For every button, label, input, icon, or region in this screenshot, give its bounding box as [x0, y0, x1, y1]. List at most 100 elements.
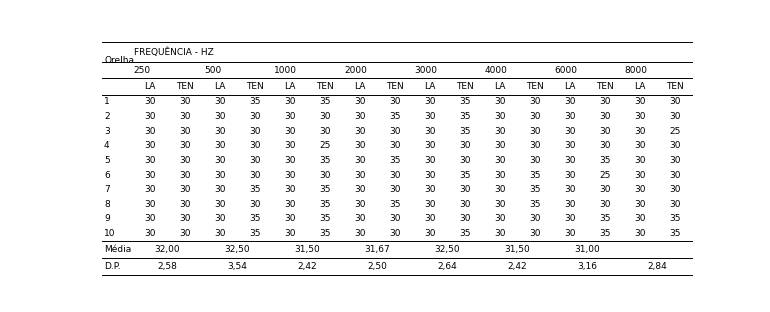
Text: 30: 30: [529, 156, 541, 165]
Text: 30: 30: [564, 170, 576, 179]
Text: 30: 30: [494, 200, 506, 209]
Text: 30: 30: [634, 170, 645, 179]
Text: 30: 30: [529, 214, 541, 223]
Text: 35: 35: [389, 112, 400, 121]
Text: 30: 30: [424, 170, 436, 179]
Text: 2,64: 2,64: [437, 262, 457, 271]
Text: 30: 30: [284, 185, 296, 194]
Text: 30: 30: [564, 141, 576, 150]
Text: 30: 30: [354, 200, 366, 209]
Text: 35: 35: [599, 214, 611, 223]
Text: 3,54: 3,54: [227, 262, 247, 271]
Text: 1000: 1000: [274, 66, 297, 75]
Text: 35: 35: [319, 185, 330, 194]
Text: 30: 30: [354, 127, 366, 136]
Text: 10: 10: [104, 229, 115, 238]
Text: 31,67: 31,67: [364, 245, 390, 254]
Text: 30: 30: [459, 200, 470, 209]
Text: 30: 30: [144, 112, 156, 121]
Text: 30: 30: [634, 127, 645, 136]
Text: 30: 30: [354, 112, 366, 121]
Text: 30: 30: [214, 112, 226, 121]
Text: 30: 30: [214, 200, 226, 209]
Text: 30: 30: [424, 214, 436, 223]
Text: 30: 30: [389, 185, 400, 194]
Text: 2,50: 2,50: [367, 262, 387, 271]
Text: 35: 35: [249, 97, 260, 106]
Text: TEN: TEN: [526, 82, 544, 91]
Text: 30: 30: [494, 97, 506, 106]
Text: 30: 30: [389, 170, 400, 179]
Text: 30: 30: [634, 185, 645, 194]
Text: 30: 30: [179, 229, 190, 238]
Text: 30: 30: [144, 185, 156, 194]
Text: 30: 30: [179, 97, 190, 106]
Text: 30: 30: [179, 112, 190, 121]
Text: 30: 30: [494, 141, 506, 150]
Text: 30: 30: [634, 97, 645, 106]
Text: 6000: 6000: [554, 66, 577, 75]
Text: 30: 30: [494, 156, 506, 165]
Text: 30: 30: [529, 141, 541, 150]
Text: 9: 9: [104, 214, 110, 223]
Text: 30: 30: [249, 200, 260, 209]
Text: 30: 30: [319, 127, 330, 136]
Text: 30: 30: [214, 214, 226, 223]
Text: 30: 30: [424, 97, 436, 106]
Text: LA: LA: [144, 82, 156, 91]
Text: 3000: 3000: [414, 66, 437, 75]
Text: 30: 30: [494, 127, 506, 136]
Text: LA: LA: [354, 82, 366, 91]
Text: 30: 30: [144, 229, 156, 238]
Text: 30: 30: [564, 200, 576, 209]
Text: 4: 4: [104, 141, 109, 150]
Text: 30: 30: [144, 170, 156, 179]
Text: 2000: 2000: [344, 66, 367, 75]
Text: 30: 30: [179, 170, 190, 179]
Text: 30: 30: [214, 185, 226, 194]
Text: 32,50: 32,50: [224, 245, 250, 254]
Text: 30: 30: [284, 141, 296, 150]
Text: 30: 30: [669, 112, 681, 121]
Text: 30: 30: [529, 127, 541, 136]
Text: 30: 30: [354, 214, 366, 223]
Text: TEN: TEN: [666, 82, 684, 91]
Text: 30: 30: [669, 170, 681, 179]
Text: 30: 30: [389, 97, 400, 106]
Text: 30: 30: [284, 127, 296, 136]
Text: 30: 30: [249, 112, 260, 121]
Text: 35: 35: [389, 200, 400, 209]
Text: 35: 35: [319, 156, 330, 165]
Text: 32,50: 32,50: [434, 245, 460, 254]
Text: 2: 2: [104, 112, 109, 121]
Text: 3: 3: [104, 127, 110, 136]
Text: 30: 30: [494, 170, 506, 179]
Text: 30: 30: [494, 229, 506, 238]
Text: 30: 30: [564, 185, 576, 194]
Text: 31,50: 31,50: [294, 245, 320, 254]
Text: 30: 30: [424, 185, 436, 194]
Text: 30: 30: [634, 156, 645, 165]
Text: 30: 30: [529, 112, 541, 121]
Text: 3,16: 3,16: [578, 262, 598, 271]
Text: 30: 30: [249, 127, 260, 136]
Text: 25: 25: [599, 170, 611, 179]
Text: TEN: TEN: [386, 82, 403, 91]
Text: 30: 30: [564, 229, 576, 238]
Text: 30: 30: [284, 200, 296, 209]
Text: 30: 30: [424, 229, 436, 238]
Text: 1: 1: [104, 97, 110, 106]
Text: 30: 30: [284, 214, 296, 223]
Text: Média: Média: [104, 245, 131, 254]
Text: 30: 30: [494, 185, 506, 194]
Text: 30: 30: [669, 200, 681, 209]
Text: 500: 500: [204, 66, 221, 75]
Text: 30: 30: [144, 214, 156, 223]
Text: TEN: TEN: [316, 82, 333, 91]
Text: TEN: TEN: [596, 82, 614, 91]
Text: 25: 25: [319, 141, 330, 150]
Text: 35: 35: [599, 156, 611, 165]
Text: TEN: TEN: [246, 82, 263, 91]
Text: 30: 30: [354, 156, 366, 165]
Text: 30: 30: [284, 156, 296, 165]
